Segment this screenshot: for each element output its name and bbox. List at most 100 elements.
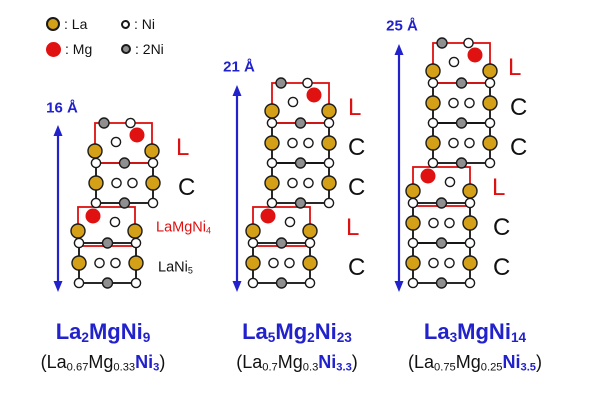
2ni-atom <box>98 117 110 129</box>
ni-atom <box>427 117 439 129</box>
2ni-atom <box>455 117 468 129</box>
ni-atom <box>427 77 439 89</box>
legend-label-2ni: : 2Ni <box>135 41 164 57</box>
ni-atom <box>463 37 474 49</box>
ni-atom <box>444 257 455 269</box>
ni-atom <box>109 216 121 228</box>
unit-block-L <box>94 122 153 164</box>
2ni-atom <box>455 157 468 169</box>
ni-atom <box>73 237 85 249</box>
la-atom <box>462 183 478 199</box>
la-atom <box>88 175 104 191</box>
ni-atom <box>444 176 456 188</box>
la-atom <box>321 175 337 191</box>
2ni-atom <box>101 237 114 249</box>
unit-block-L <box>271 82 330 124</box>
2ni-atom <box>118 197 131 209</box>
ni-atom <box>448 56 460 68</box>
ni-atom <box>407 197 419 209</box>
2ni-atom <box>275 77 287 89</box>
la-atom <box>405 255 421 271</box>
ni-atom <box>464 97 475 109</box>
unit-block-C <box>412 242 471 284</box>
la-atom <box>127 223 143 239</box>
arrowhead-up-icon <box>232 85 242 96</box>
unit-block-C <box>271 122 330 164</box>
la-atom <box>425 63 441 79</box>
ni-atom <box>407 237 419 249</box>
legend-label-ni: : Ni <box>134 16 155 32</box>
ni-atom <box>302 77 313 89</box>
ni-atom <box>111 177 122 189</box>
ni-atom <box>484 157 496 169</box>
2ni-atom <box>294 157 307 169</box>
ni-atom <box>323 197 335 209</box>
ni-atom <box>94 257 105 269</box>
la-atom <box>264 103 280 119</box>
ni-atom <box>464 277 476 289</box>
la-atom <box>87 143 103 159</box>
ni-atom <box>323 157 335 169</box>
2ni-atom <box>435 197 448 209</box>
la-atom <box>145 175 161 191</box>
la-atom <box>302 255 318 271</box>
ni-atom <box>444 217 455 229</box>
2ni-atom <box>294 117 307 129</box>
la-atom <box>462 215 478 231</box>
2ni-atom-icon <box>121 44 131 54</box>
ni-atom <box>130 237 142 249</box>
ni-atom <box>287 96 299 108</box>
ni-atom <box>464 137 475 149</box>
ni-atom <box>428 257 439 269</box>
legend-label-mg: : Mg <box>65 41 93 57</box>
2ni-atom <box>435 277 448 289</box>
ni-atom <box>247 237 259 249</box>
mg-atom <box>467 47 483 63</box>
la-atom <box>462 255 478 271</box>
mg-atom <box>85 208 101 224</box>
ni-atom <box>266 117 278 129</box>
ni-atom <box>125 117 136 129</box>
ni-atom <box>287 177 298 189</box>
ni-atom <box>323 117 335 129</box>
2ni-atom <box>435 237 448 249</box>
ni-atom <box>484 117 496 129</box>
legend-item-mg: : Mg <box>46 41 118 57</box>
la-atom <box>425 135 441 151</box>
la-atom <box>245 223 261 239</box>
2ni-atom <box>275 277 288 289</box>
la-atom <box>482 135 498 151</box>
la-atom <box>128 255 144 271</box>
2ni-atom <box>118 157 131 169</box>
la-atom <box>245 255 261 271</box>
la-atom <box>482 95 498 111</box>
la-atom <box>264 175 280 191</box>
la-atom <box>405 183 421 199</box>
ni-atom <box>303 177 314 189</box>
ni-atom <box>284 257 295 269</box>
ni-atom <box>147 197 159 209</box>
ni-atom <box>90 157 102 169</box>
legend-item-2ni: : 2Ni <box>118 41 164 57</box>
2ni-atom <box>436 37 448 49</box>
mg-atom <box>420 168 436 184</box>
la-atom <box>425 95 441 111</box>
la-atom <box>321 103 337 119</box>
ni-atom <box>110 136 122 148</box>
unit-block-C <box>432 122 491 164</box>
unit-block-L <box>432 42 491 84</box>
la-atom <box>144 143 160 159</box>
ni-atom-icon <box>121 19 130 29</box>
unit-block-C <box>432 82 491 124</box>
2ni-atom <box>101 277 114 289</box>
la-atom-icon <box>46 17 60 31</box>
la-atom <box>405 215 421 231</box>
unit-block-C <box>95 162 154 204</box>
ni-atom <box>284 216 296 228</box>
arrowhead-down-icon <box>232 281 242 292</box>
ni-atom <box>304 237 316 249</box>
unit-block-C <box>271 162 330 204</box>
ni-atom <box>464 197 476 209</box>
ni-atom <box>287 137 298 149</box>
